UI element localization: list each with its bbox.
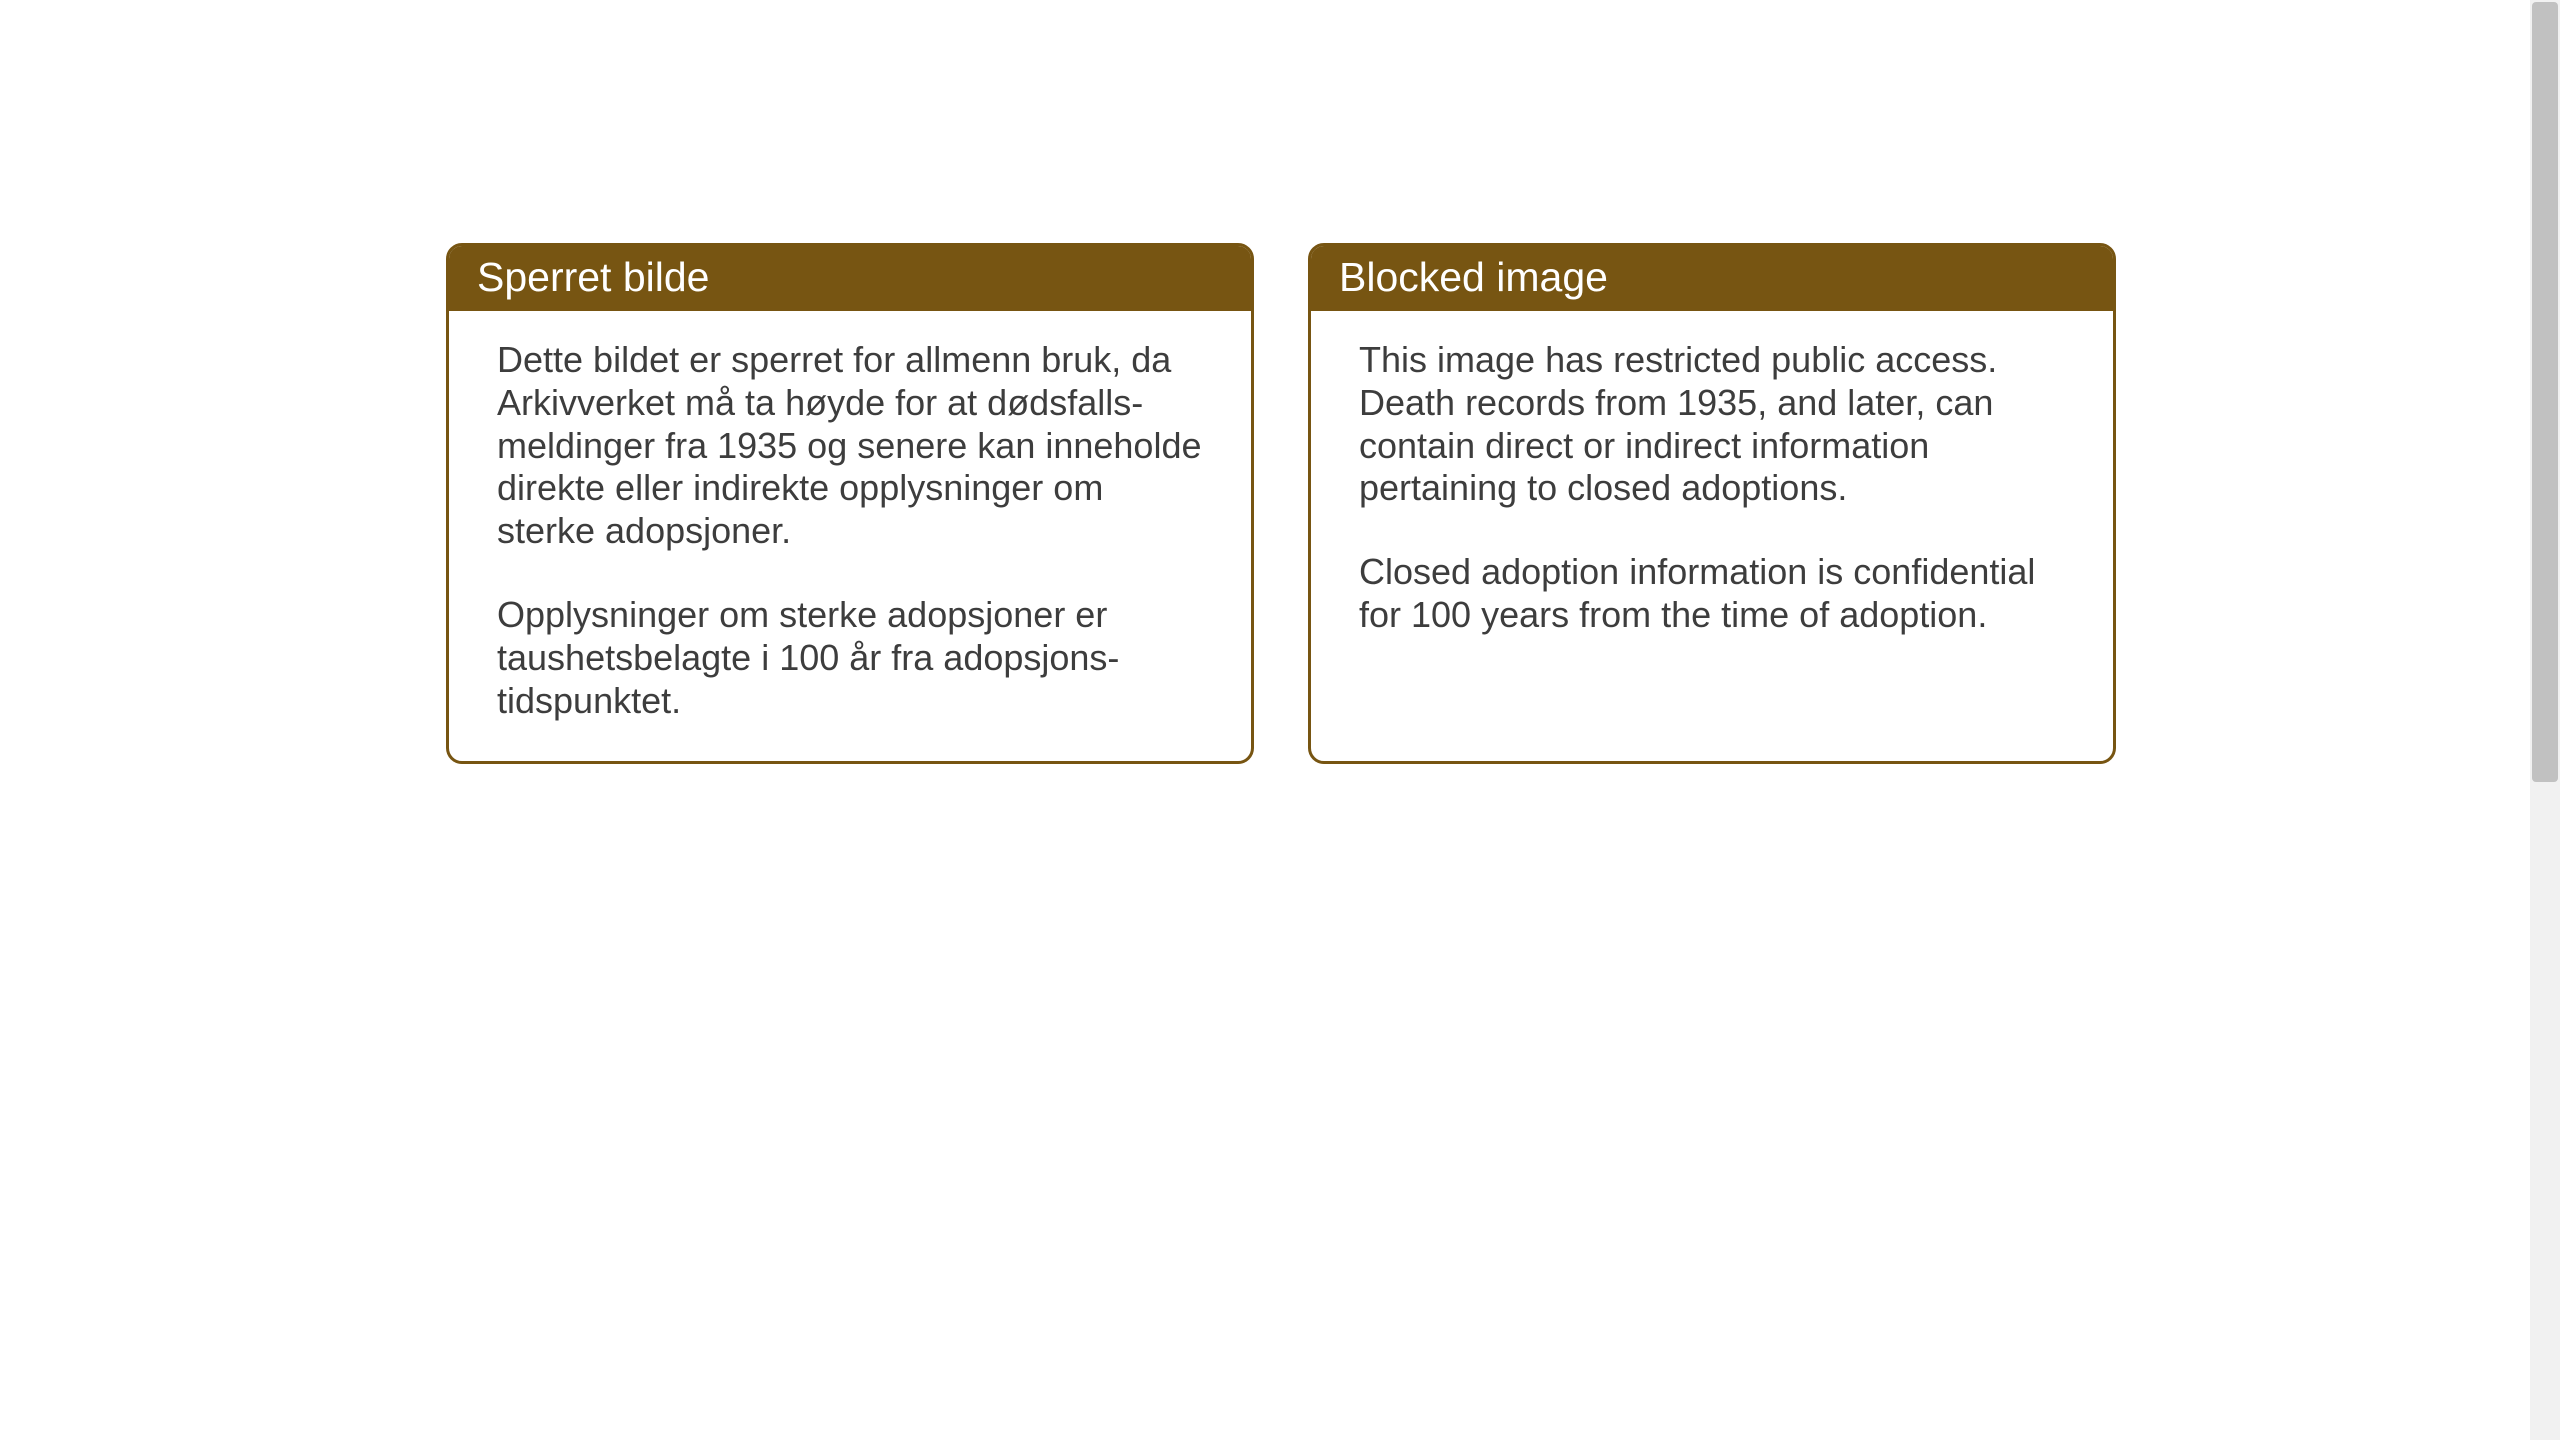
vertical-scrollbar-track[interactable] (2530, 0, 2560, 1440)
notice-card-english: Blocked image This image has restricted … (1308, 243, 2116, 764)
notice-container: Sperret bilde Dette bildet er sperret fo… (446, 243, 2116, 764)
notice-paragraph-2-english: Closed adoption information is confident… (1359, 551, 2065, 637)
notice-body-english: This image has restricted public access.… (1311, 311, 2113, 675)
notice-paragraph-2-norwegian: Opplysninger om sterke adopsjoner er tau… (497, 594, 1203, 722)
notice-paragraph-1-english: This image has restricted public access.… (1359, 339, 2065, 510)
notice-header-norwegian: Sperret bilde (449, 246, 1251, 311)
notice-header-english: Blocked image (1311, 246, 2113, 311)
notice-paragraph-1-norwegian: Dette bildet er sperret for allmenn bruk… (497, 339, 1203, 553)
notice-body-norwegian: Dette bildet er sperret for allmenn bruk… (449, 311, 1251, 761)
notice-card-norwegian: Sperret bilde Dette bildet er sperret fo… (446, 243, 1254, 764)
vertical-scrollbar-thumb[interactable] (2532, 2, 2558, 782)
